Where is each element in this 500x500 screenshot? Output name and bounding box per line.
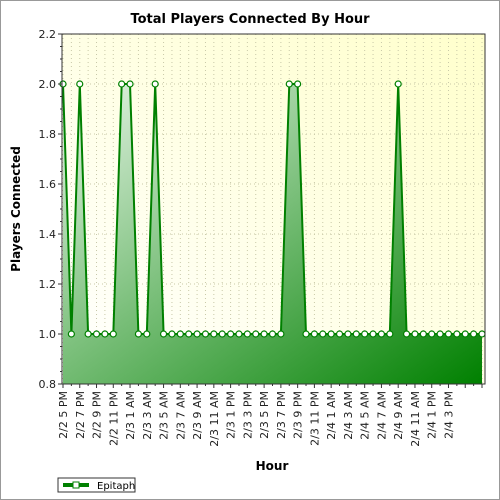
data-point [126, 80, 134, 88]
data-point [143, 330, 151, 338]
y-tick-label: 1.0 [39, 328, 57, 341]
x-tick-label: 2/4 11 AM [409, 391, 422, 447]
data-point [294, 80, 302, 88]
x-tick-label: 2/2 9 PM [91, 391, 104, 439]
x-tick-label: 2/4 7 AM [375, 391, 388, 440]
data-point [302, 330, 310, 338]
data-point [252, 330, 260, 338]
data-point [461, 330, 469, 338]
x-tick-label: 2/3 3 PM [241, 391, 254, 439]
data-point [227, 330, 235, 338]
data-point [310, 330, 318, 338]
data-point [268, 330, 277, 338]
x-axis: 2/2 5 PM 2/2 7 PM 2/2 9 PM 2/2 11 PM 2/3 1 A… [57, 384, 483, 447]
data-point [243, 330, 251, 338]
x-tick-label: 2/3 7 PM [275, 391, 288, 439]
x-tick-label: 2/3 11 AM [208, 391, 221, 447]
x-tick-label: 2/3 11 PM [308, 391, 321, 446]
data-points [59, 80, 486, 338]
x-tick-label: 2/4 1 PM [426, 391, 439, 439]
x-tick-label: 2/4 1 AM [325, 391, 338, 440]
x-tick-label: 2/4 3 AM [342, 391, 355, 440]
data-point [151, 80, 159, 88]
data-point [176, 330, 184, 338]
x-tick-label: 2/3 9 PM [292, 391, 305, 439]
x-tick-label: 2/2 11 PM [107, 391, 120, 446]
y-tick-label: 2.0 [39, 78, 57, 91]
x-tick-label: 2/4 9 AM [392, 391, 405, 440]
data-point [193, 330, 201, 338]
data-point [352, 330, 360, 338]
y-tick-label: 0.8 [39, 378, 57, 391]
data-point [67, 330, 75, 338]
x-axis-title: Hour [256, 459, 289, 473]
y-tick-label: 2.2 [39, 28, 57, 41]
data-point [277, 330, 285, 338]
y-axis: 0.8 1.0 1.2 1.4 1.6 1.8 2.0 2.2 [39, 28, 62, 391]
y-tick-label: 1.8 [39, 128, 57, 141]
legend-point-marker [72, 481, 80, 489]
data-point [76, 80, 84, 88]
x-tick-label: 2/2 7 PM [74, 391, 87, 439]
data-point [402, 330, 411, 338]
data-point [377, 330, 386, 338]
data-point [210, 330, 218, 338]
data-point [109, 330, 117, 338]
x-tick-label: 2/3 7 AM [174, 391, 187, 440]
data-point [386, 330, 394, 338]
data-point [453, 330, 461, 338]
x-tick-label: 2/3 1 AM [124, 391, 137, 440]
legend: Epitaph [57, 477, 136, 493]
x-tick-label: 2/3 1 PM [225, 391, 238, 439]
x-tick-label: 2/2 5 PM [57, 391, 70, 439]
series-area [63, 84, 482, 384]
data-point [419, 330, 427, 338]
data-point [285, 80, 293, 88]
data-point [470, 330, 478, 338]
y-tick-label: 1.2 [39, 278, 57, 291]
data-point [411, 330, 419, 338]
x-tick-label: 2/4 5 AM [359, 391, 372, 440]
y-tick-label: 1.6 [39, 178, 57, 191]
legend-label: Epitaph [97, 481, 135, 492]
data-point [428, 330, 436, 338]
data-point [159, 330, 168, 338]
y-tick-label: 1.4 [39, 228, 57, 241]
data-point [478, 330, 486, 338]
x-tick-label: 2/4 3 PM [443, 391, 456, 439]
data-point [444, 330, 453, 338]
x-tick-label: 2/3 3 AM [141, 391, 154, 440]
x-tick-label: 2/3 9 AM [191, 391, 204, 440]
data-point [101, 330, 109, 338]
data-point [134, 330, 143, 338]
data-point [319, 330, 327, 338]
data-point [84, 330, 92, 338]
data-point [235, 330, 243, 338]
data-point [369, 330, 377, 338]
chart-title: Total Players Connected By Hour [130, 12, 370, 27]
x-tick-label: 2/3 5 AM [158, 391, 171, 440]
data-point [260, 330, 268, 338]
data-point [185, 330, 193, 338]
data-point [394, 80, 402, 88]
data-point [436, 330, 444, 338]
x-tick-label: 2/3 5 PM [258, 391, 271, 439]
data-point [327, 330, 335, 338]
data-point [168, 330, 176, 338]
data-point [218, 330, 226, 338]
y-axis-title: Players Connected [9, 146, 23, 272]
data-point [201, 330, 210, 338]
data-point [361, 330, 369, 338]
data-point [118, 80, 126, 88]
data-point [344, 330, 352, 338]
data-point [335, 330, 344, 338]
data-point [92, 330, 101, 338]
